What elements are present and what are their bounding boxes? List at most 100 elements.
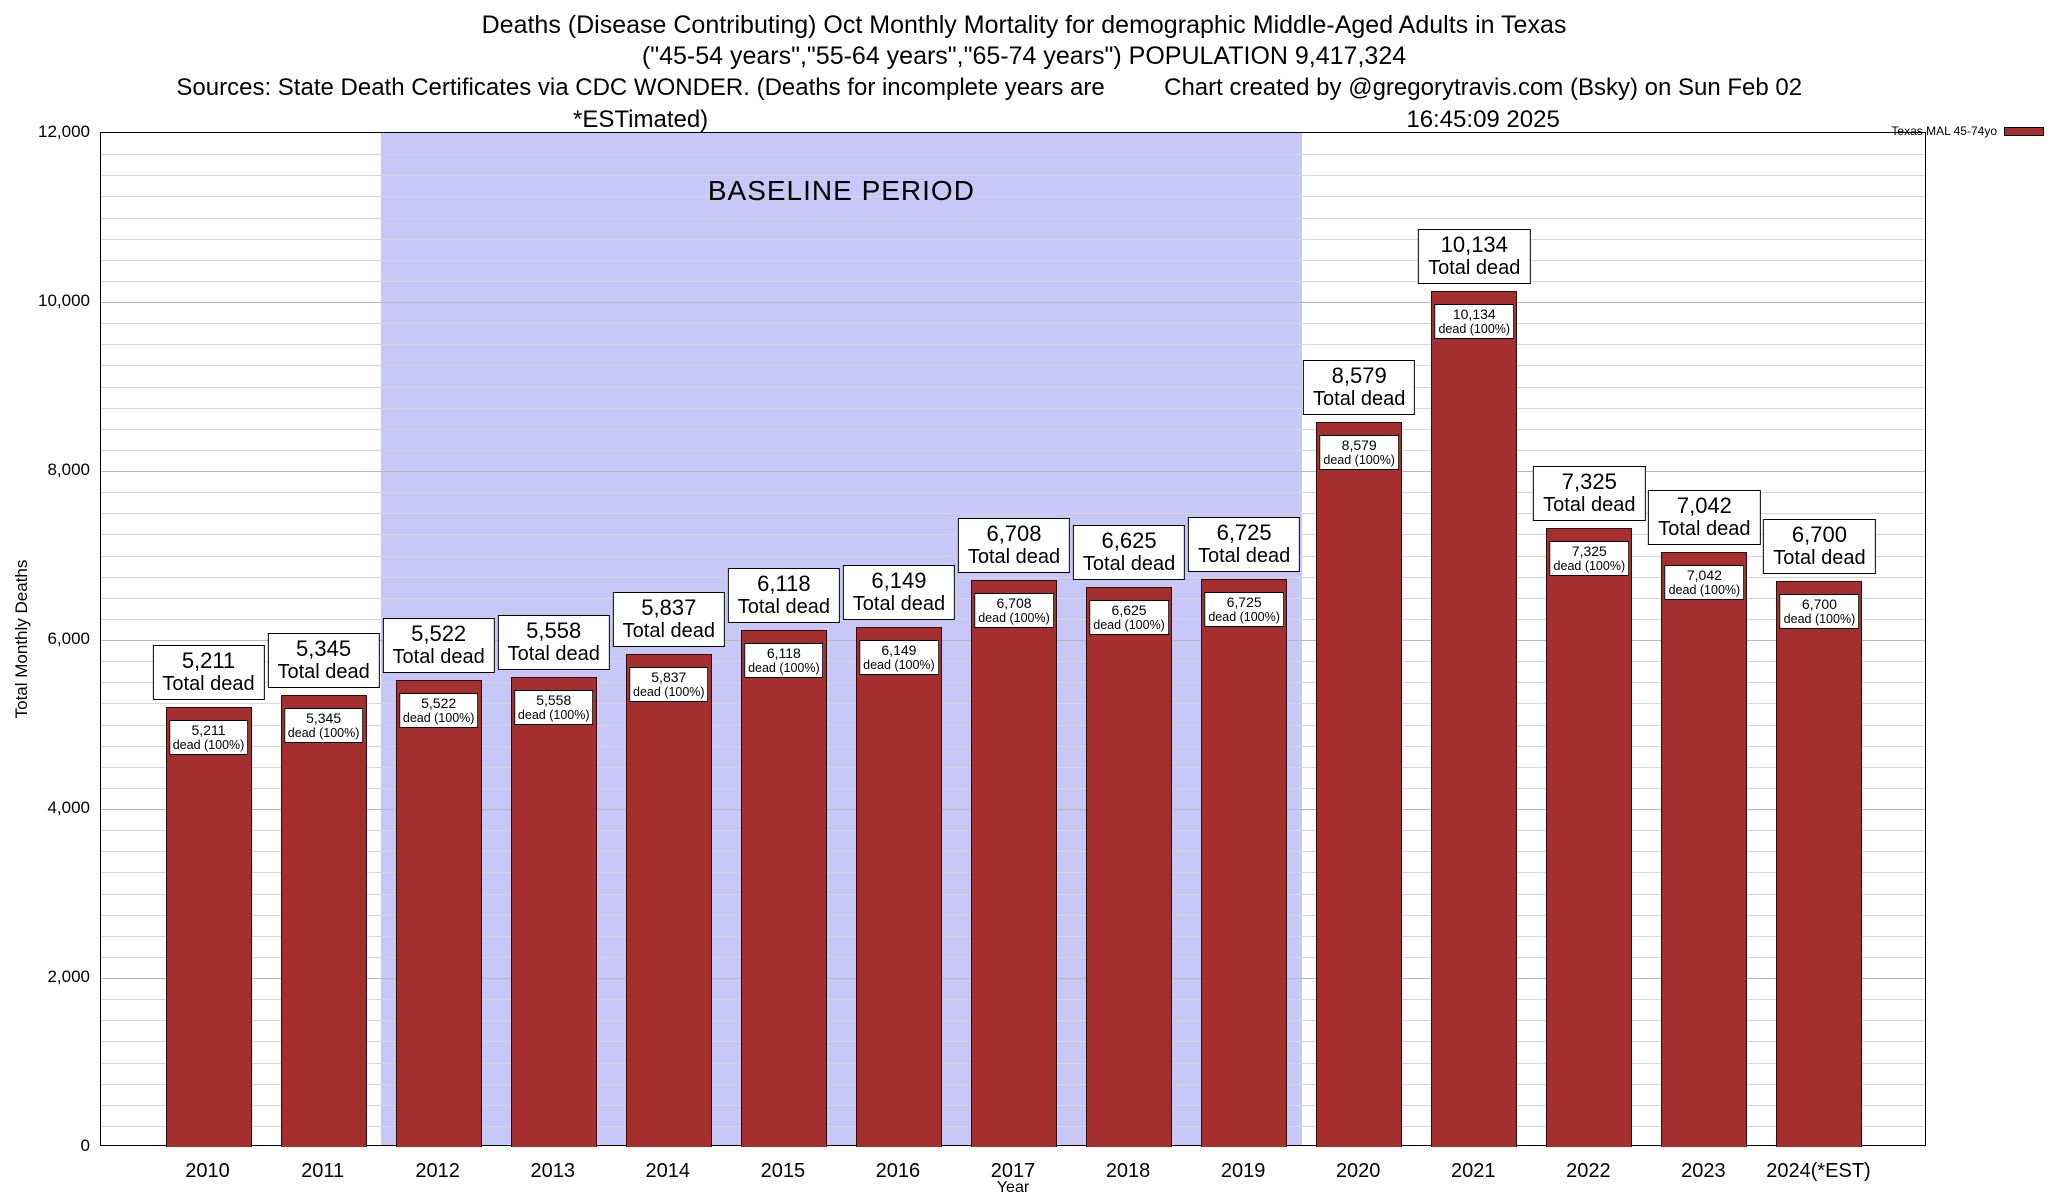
bar-2019 [1201,578,1288,1147]
bar-total-suffix: Total dead [507,643,600,666]
bar-total-suffix: Total dead [967,546,1061,569]
bar-inner-value: 6,118 [766,645,801,662]
x-tick-label: 2014 [645,1160,691,1182]
plot-area: BASELINE PERIOD 5,211 Total dead 5,211 dead … [100,132,1926,1147]
major-gridline [101,471,1925,472]
bar-inner-suffix: dead (100%) [1323,453,1395,468]
minor-gridline [101,407,1925,409]
bar-2015 [740,630,827,1147]
bar-inner-value: 5,558 [536,692,572,709]
x-tick-label: 2021 [1451,1160,1496,1182]
bar-total-suffix: Total dead [162,672,255,695]
bar-2018 [1086,587,1173,1147]
y-tick-label: 4,000 [47,798,90,817]
bar-total-suffix: Total dead [1428,256,1521,279]
x-tick-label: 2016 [875,1160,921,1182]
bar-2011 [280,695,367,1147]
x-tick-label: 2010 [185,1160,230,1182]
bar-inner-dead-label: 5,345 dead (100%) [283,708,364,744]
bar-inner-dead-label: 8,579 dead (100%) [1319,435,1399,471]
bar-total-suffix: Total dead [1658,517,1751,540]
bar-total-value: 6,700 [1791,521,1847,547]
bar-total-suffix: Total dead [1313,388,1406,411]
minor-gridline [101,492,1925,494]
minor-gridline [101,365,1925,367]
bar-total-suffix: Total dead [1773,546,1866,569]
x-tick-label: 2012 [415,1160,460,1182]
y-tick-label: 12,000 [38,122,90,141]
bar-total-value: 8,579 [1331,363,1387,389]
bar-inner-value: 5,522 [421,695,457,712]
bar-total-dead-label: 5,345 Total dead [267,633,380,689]
bar-total-suffix: Total dead [277,661,370,684]
chart-title-line1: Deaths (Disease Contributing) Oct Monthl… [481,11,1567,39]
bar-total-dead-label: 10,134 Total dead [1418,228,1531,284]
bar-total-value: 5,345 [296,636,352,662]
bar-total-value: 5,558 [526,618,582,644]
bar-total-suffix: Total dead [622,619,715,642]
bar-inner-value: 6,625 [1111,602,1147,619]
bar-2021 [1431,290,1518,1147]
x-tick-label: 2018 [1105,1160,1151,1182]
bar-2017 [971,580,1057,1147]
bar-inner-dead-label: 6,700 dead (100%) [1779,593,1860,629]
bar-inner-dead-label: 6,149 dead (100%) [859,640,939,676]
bar-2010 [165,706,252,1147]
minor-gridline [101,344,1925,346]
bar-inner-suffix: dead (100%) [863,658,935,673]
minor-gridline [101,238,1925,240]
bar-total-dead-label: 5,558 Total dead [497,615,610,671]
bar-inner-dead-label: 7,325 dead (100%) [1549,541,1630,577]
bar-total-value: 6,118 [757,571,811,597]
x-tick-label: 2017 [990,1160,1036,1182]
bar-inner-value: 5,837 [651,668,687,685]
bar-total-value: 5,522 [411,621,467,647]
bar-total-dead-label: 6,700 Total dead [1763,518,1876,574]
bar-inner-value: 6,725 [1226,593,1262,610]
baseline-period-label: BASELINE PERIOD [707,175,975,206]
bar-2022 [1546,528,1633,1147]
bar-inner-dead-label: 5,211 dead (100%) [168,719,249,755]
bar-total-value: 10,134 [1440,231,1508,257]
minor-gridline [101,386,1925,388]
bar-inner-value: 6,149 [881,642,917,659]
x-tick-label: 2013 [530,1160,575,1182]
bar-total-value: 7,042 [1676,492,1732,518]
legend-color-swatch [2004,126,2044,136]
bar-inner-value: 8,579 [1341,437,1377,454]
x-tick-label: 2020 [1335,1160,1381,1182]
legend: Texas MAL 45-74yo [1891,124,2044,138]
chart-title-line2: ("45-54 years","55-64 years","65-74 year… [641,42,1407,70]
y-tick-label: 2,000 [47,967,90,986]
bar-2020 [1316,422,1403,1147]
bar-inner-value: 10,134 [1452,305,1496,322]
y-tick-label: 0 [80,1136,90,1155]
y-tick-label: 8,000 [47,460,90,479]
bar-inner-suffix: dead (100%) [517,708,590,723]
chart-credit-text: Chart created by @gregorytravis.com (Bsk… [1164,74,1803,133]
bar-total-dead-label: 6,149 Total dead [842,565,956,621]
bar-total-value: 6,708 [986,521,1042,547]
bar-total-dead-label: 5,837 Total dead [612,591,725,647]
bar-total-value: 6,725 [1216,519,1272,545]
bar-inner-value: 6,700 [1801,595,1837,612]
minor-gridline [101,280,1925,282]
x-tick-label: 2019 [1220,1160,1266,1182]
bar-2014 [625,653,712,1147]
bar-inner-value: 5,211 [191,721,226,738]
minor-gridline [101,428,1925,430]
major-gridline [101,302,1925,303]
bar-2013 [510,677,597,1147]
bar-inner-suffix: dead (100%) [1208,609,1280,624]
bar-total-value: 7,325 [1561,469,1617,495]
x-tick-label: 2024(*EST) [1766,1160,1871,1182]
bar-total-suffix: Total dead [737,596,831,619]
minor-gridline [101,259,1925,261]
minor-gridline [101,513,1925,515]
bar-inner-suffix: dead (100%) [172,737,245,752]
minor-gridline [101,323,1925,325]
minor-gridline [101,196,1925,198]
bar-total-suffix: Total dead [392,646,485,669]
bar-inner-dead-label: 6,625 dead (100%) [1089,600,1169,636]
bar-total-value: 5,211 [181,647,236,673]
